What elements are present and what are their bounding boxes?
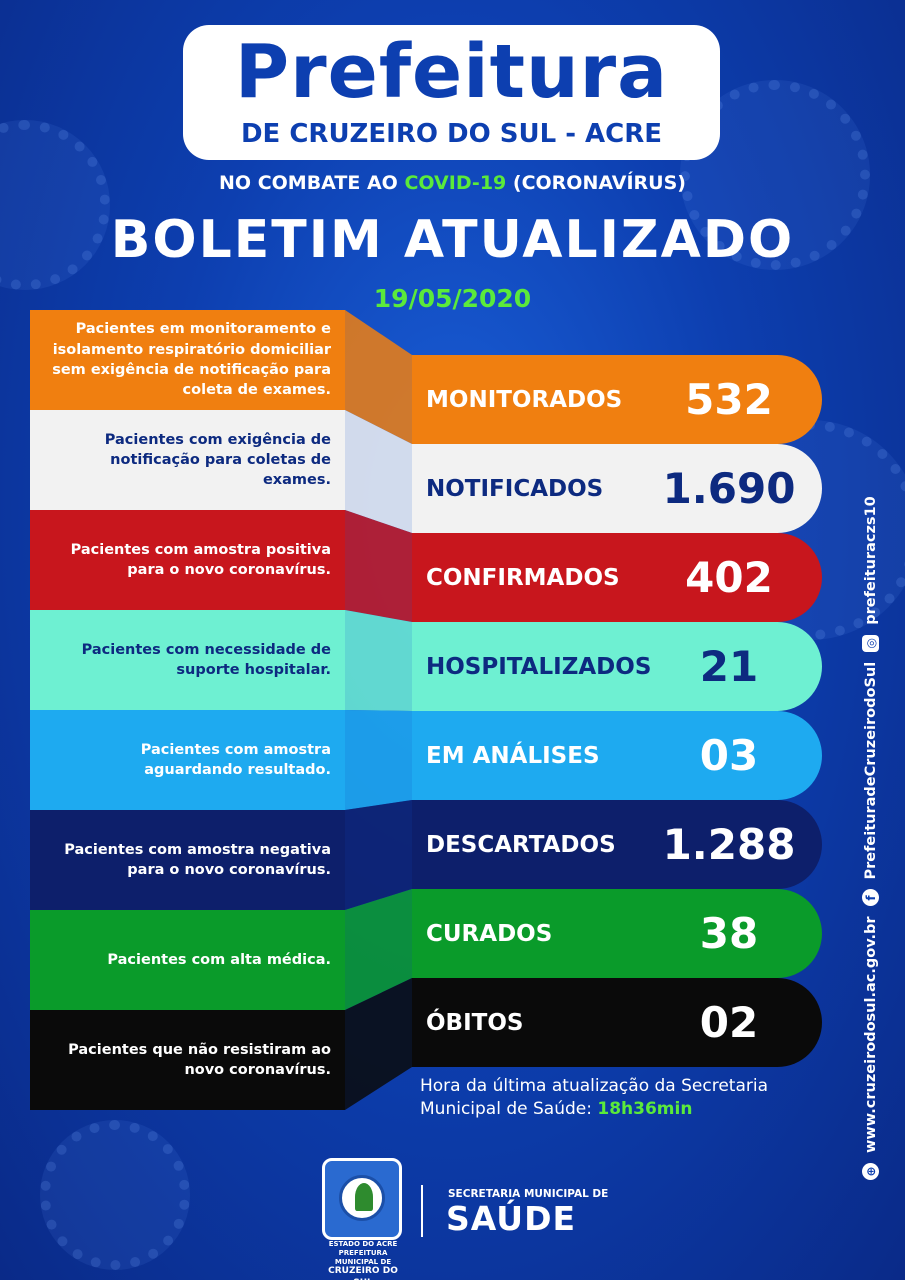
- stat-label: HOSPITALIZADOS: [426, 653, 652, 680]
- stat-pill: MONITORADOS 532: [412, 355, 822, 444]
- stat-value: 03: [699, 731, 759, 780]
- logo-title: Prefeitura: [234, 29, 669, 115]
- stat-value: 402: [685, 553, 773, 602]
- stat-value: 21: [699, 642, 759, 691]
- prefeitura-logo: Prefeitura DE CRUZEIRO DO SUL - ACRE: [183, 25, 720, 160]
- stat-value: 02: [699, 998, 759, 1047]
- row-connector: [345, 978, 412, 1110]
- stat-value: 1.690: [662, 464, 796, 513]
- stat-pill: NOTIFICADOS 1.690: [412, 444, 822, 533]
- stat-value: 38: [699, 909, 759, 958]
- bulletin-date: 19/05/2020: [373, 284, 532, 313]
- saude-label: SAÚDE: [446, 1199, 577, 1238]
- facebook-link[interactable]: PrefeituradeCruzeirodoSul: [862, 661, 879, 880]
- row-connector: [345, 310, 412, 444]
- update-time: 18h36min: [597, 1098, 693, 1119]
- row-connector: [345, 610, 412, 711]
- row-description: Pacientes que não resistiram ao novo cor…: [30, 1010, 345, 1110]
- combat-tagline: NO COMBATE AO COVID-19 (CORONAVÍRUS): [0, 172, 905, 194]
- logo-subtitle: DE CRUZEIRO DO SUL - ACRE: [240, 119, 663, 149]
- row-connector: [345, 800, 412, 910]
- row-description: Pacientes com amostra positiva para o no…: [30, 510, 345, 610]
- stat-value: 1.288: [662, 820, 796, 869]
- stat-pill: ÓBITOS 02: [412, 978, 822, 1067]
- secretaria-label: SECRETARIA MUNICIPAL DE: [448, 1188, 609, 1200]
- crest-caption: ESTADO DO ACRE PREFEITURA MUNICIPAL DE C…: [318, 1240, 408, 1280]
- crest-line: ESTADO DO ACRE: [328, 1240, 398, 1248]
- tagline-prefix: NO COMBATE AO: [219, 172, 398, 194]
- row-description: Pacientes com exigência de notificação p…: [30, 410, 345, 510]
- facebook-icon: f: [862, 889, 879, 907]
- row-description: Pacientes com amostra aguardando resulta…: [30, 710, 345, 810]
- stat-label: CONFIRMADOS: [426, 564, 620, 591]
- stat-label: MONITORADOS: [426, 386, 623, 413]
- update-line-2: Municipal de Saúde:: [420, 1098, 592, 1119]
- instagram-icon: ◎: [862, 634, 879, 652]
- stat-label: ÓBITOS: [426, 1009, 524, 1036]
- row-description: Pacientes com alta médica.: [30, 910, 345, 1010]
- globe-icon: ⊕: [862, 1163, 879, 1180]
- virus-decoration: [40, 1120, 190, 1270]
- row-connector: [345, 710, 412, 810]
- last-update-note: Hora da última atualização da Secretaria…: [420, 1075, 768, 1121]
- stat-pill: DESCARTADOS 1.288: [412, 800, 822, 889]
- headline: BOLETIM ATUALIZADO: [110, 210, 795, 270]
- row-description: Pacientes com amostra negativa para o no…: [30, 810, 345, 910]
- stat-pill: HOSPITALIZADOS 21: [412, 622, 822, 711]
- stat-label: DESCARTADOS: [426, 831, 616, 858]
- update-line-1: Hora da última atualização da Secretaria: [420, 1076, 769, 1096]
- tagline-highlight: COVID-19: [404, 172, 507, 194]
- instagram-link[interactable]: prefeituraczs10: [862, 496, 879, 625]
- stat-pill: CONFIRMADOS 402: [412, 533, 822, 622]
- stat-value: 532: [685, 375, 773, 424]
- stat-label: EM ANÁLISES: [426, 742, 600, 769]
- row-connector: [345, 410, 412, 533]
- website-link[interactable]: www.cruzeirodosul.ac.gov.br: [862, 916, 879, 1153]
- row-description: Pacientes em monitoramento e isolamento …: [30, 310, 345, 410]
- stat-pill: CURADOS 38: [412, 889, 822, 978]
- crest-line: PREFEITURA MUNICIPAL DE: [334, 1248, 392, 1266]
- municipal-crest: [322, 1158, 402, 1240]
- stat-pill: EM ANÁLISES 03: [412, 711, 822, 800]
- row-description: Pacientes com necessidade de suporte hos…: [30, 610, 345, 710]
- social-links: ⊕ www.cruzeirodosul.ac.gov.br f Prefeitu…: [862, 496, 879, 1180]
- row-connector: [345, 510, 412, 622]
- stat-label: CURADOS: [426, 920, 553, 947]
- tagline-suffix: (CORONAVÍRUS): [512, 172, 686, 194]
- row-connector: [345, 889, 412, 1010]
- stat-label: NOTIFICADOS: [426, 475, 604, 502]
- footer-divider: [421, 1185, 423, 1237]
- crest-line: CRUZEIRO DO SUL: [328, 1266, 398, 1280]
